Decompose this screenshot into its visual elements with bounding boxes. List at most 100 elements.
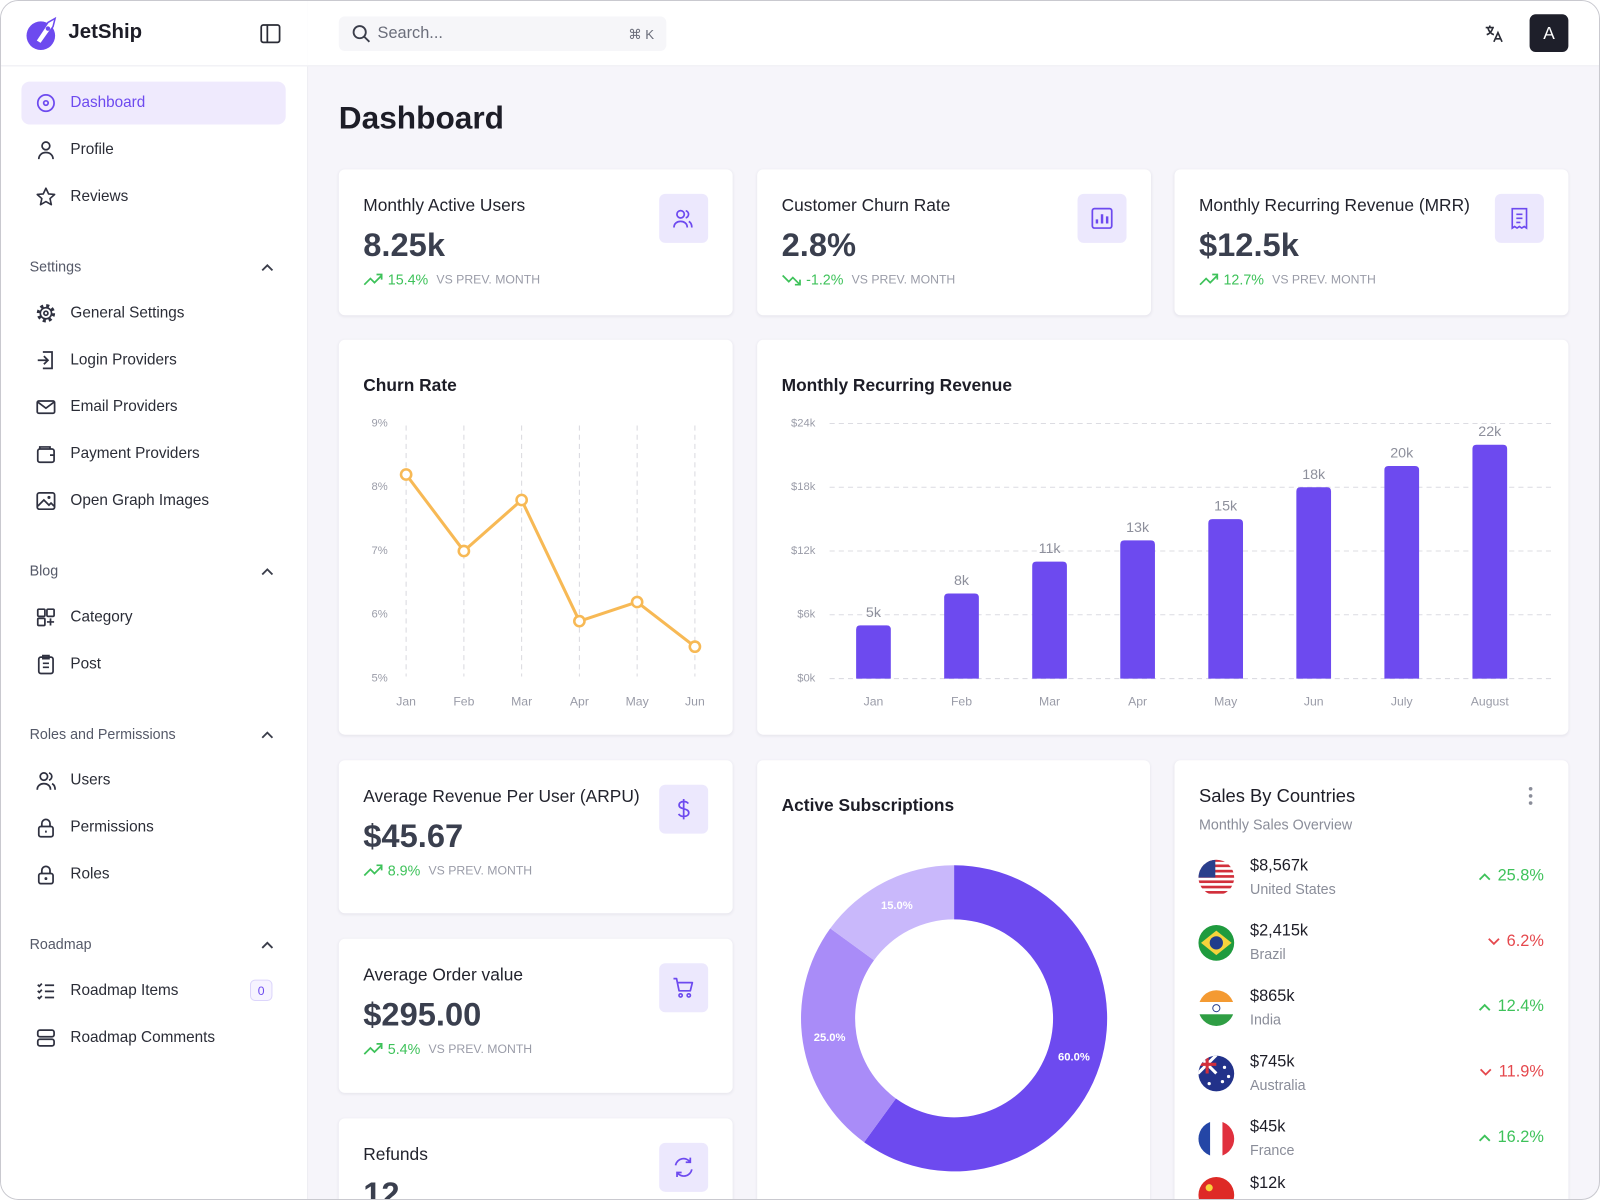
country-change-row: 12.4% — [1477, 998, 1544, 1016]
nav-item[interactable]: Roadmap Items 0 — [21, 969, 285, 1012]
bar — [1472, 444, 1508, 679]
stat-change-row: 8.9% VS PREV. MONTH — [363, 862, 533, 879]
nav-label: Dashboard — [70, 93, 146, 112]
nav-item[interactable]: Reviews — [21, 176, 285, 219]
flag-part — [1198, 869, 1235, 873]
trend-arrow-path — [782, 274, 801, 286]
icon-part — [674, 1157, 693, 1178]
nav-item[interactable]: Profile — [21, 129, 285, 172]
nav-item[interactable]: Payment Providers — [21, 433, 285, 476]
stat-value: $12.5k — [1198, 226, 1299, 264]
flag — [1198, 924, 1235, 961]
avatar[interactable]: A — [1529, 14, 1569, 53]
trend-arrow — [782, 274, 801, 286]
nav-icon — [36, 400, 56, 415]
country-change: 11.9% — [1498, 1063, 1544, 1081]
nav-label: Post — [70, 655, 102, 673]
y-tick-label: $12k — [791, 545, 816, 557]
country-change: 12.4% — [1497, 997, 1544, 1016]
flag-part — [1198, 1002, 1235, 1015]
bar-value-label: 22k — [1478, 424, 1502, 440]
icon-part — [37, 351, 53, 370]
icon-part — [40, 865, 51, 874]
nav-item[interactable]: Category — [21, 596, 285, 639]
search-lens — [352, 25, 367, 40]
x-tick-label: Feb — [951, 694, 972, 708]
stat-change-row: -1.2% VS PREV. MONTH — [782, 271, 955, 288]
menu-dots[interactable] — [1528, 786, 1534, 806]
stat-card: Monthly Recurring Revenue (MRR) $12.5k 12.… — [1174, 169, 1569, 316]
country-change-row: 6.2% — [1486, 933, 1544, 951]
nav-label: Permissions — [70, 818, 154, 836]
flag-part — [1198, 990, 1235, 1003]
stat-note: VS PREV. MONTH — [428, 863, 533, 878]
nav-item[interactable]: Post — [21, 643, 285, 686]
flag-part — [1198, 864, 1235, 868]
stat-icon-box — [659, 963, 709, 1013]
section-toggle[interactable] — [260, 566, 274, 576]
icon-part — [1095, 214, 1109, 224]
nav-icon — [36, 94, 55, 113]
nav-item[interactable]: Email Providers — [21, 386, 285, 429]
nav-item[interactable]: Roles — [21, 853, 285, 896]
search-box[interactable]: Search... ⌘ K — [338, 16, 667, 52]
x-tick-label: August — [1471, 694, 1510, 708]
icon-part — [37, 401, 55, 410]
chevron — [1478, 1134, 1491, 1142]
nav-item[interactable]: Login Providers — [21, 339, 285, 382]
country-change-row: 25.8% — [1477, 867, 1544, 885]
section-title: Blog — [29, 562, 59, 579]
y-tick-label: 5% — [372, 673, 388, 685]
chart-card: Churn Rate 5% 6% 7% 8% 9% Jan Feb Mar Apr May Jun — [338, 339, 733, 735]
nav-item[interactable]: Roadmap Comments — [21, 1016, 285, 1059]
stat-note: VS PREV. MONTH — [428, 1041, 533, 1057]
brand-name: JetShip — [68, 20, 143, 43]
section-toggle[interactable] — [260, 730, 274, 740]
section-toggle[interactable] — [260, 940, 274, 950]
stat-icon — [673, 209, 693, 228]
icon-part — [40, 818, 51, 833]
line-point — [457, 544, 471, 558]
bar-value-label: 13k — [1126, 520, 1150, 536]
chart-card: Monthly Recurring Revenue $0k $6k $12k $18k $… — [757, 339, 1569, 735]
nav-item[interactable]: Users — [21, 759, 285, 802]
stat-icon-box — [1494, 193, 1544, 243]
translate-icon[interactable] — [1485, 24, 1503, 43]
y-tick-label: $24k — [791, 417, 816, 429]
x-tick-label: Jun — [1304, 694, 1324, 708]
icon-part — [37, 656, 54, 675]
nav-item[interactable]: Dashboard — [21, 81, 286, 125]
bar-value-label: 8k — [954, 573, 970, 589]
stat-value: 8.25k — [363, 226, 445, 264]
chart-title: Churn Rate — [363, 375, 457, 395]
chevron — [261, 264, 274, 272]
trend-chevron — [1487, 938, 1500, 946]
bar — [1120, 540, 1155, 679]
icon-part — [36, 617, 46, 627]
chart-title: Active Subscriptions — [781, 795, 955, 816]
icon-part — [44, 877, 48, 880]
bar — [1032, 561, 1067, 679]
pie-label: 15.0% — [881, 900, 913, 912]
icon-part — [678, 992, 684, 998]
nav-badge: 0 — [249, 979, 273, 1002]
icon-part — [46, 608, 55, 618]
stat-change: 15.4% — [387, 271, 429, 288]
nav-item[interactable]: Open Graph Images — [21, 480, 285, 523]
nav-item[interactable]: General Settings — [21, 292, 285, 335]
nav-label: Payment Providers — [70, 444, 200, 463]
dot — [1528, 801, 1533, 805]
nav-icon — [37, 983, 55, 1000]
nav-label: Reviews — [70, 187, 129, 206]
icon-part — [1516, 213, 1523, 224]
flag-part — [1198, 1120, 1211, 1157]
stat-change-row: 12.7% VS PREV. MONTH — [1199, 271, 1376, 288]
sidebar-toggle[interactable] — [260, 23, 281, 44]
section-toggle[interactable] — [260, 262, 274, 272]
nav-label: Roadmap Comments — [70, 1028, 216, 1046]
nav-item[interactable]: Permissions — [21, 806, 285, 849]
chevron — [261, 568, 274, 576]
stat-value: 2.8% — [781, 226, 857, 264]
icon-part — [677, 798, 690, 820]
nav-icon — [36, 304, 56, 323]
